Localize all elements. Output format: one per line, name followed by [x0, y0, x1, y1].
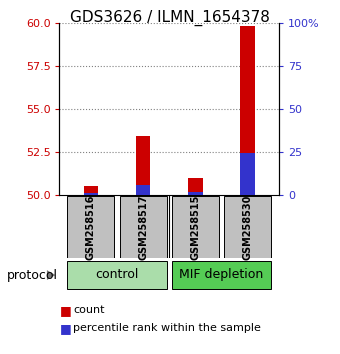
- Bar: [120, 196, 167, 258]
- Text: MIF depletion: MIF depletion: [179, 268, 264, 281]
- Bar: [240, 154, 255, 195]
- Text: GSM258516: GSM258516: [86, 195, 96, 260]
- Bar: [188, 192, 203, 195]
- Bar: [67, 196, 114, 258]
- Bar: [240, 27, 255, 195]
- Bar: [84, 193, 98, 195]
- Bar: [84, 186, 98, 195]
- Text: control: control: [95, 268, 139, 281]
- Bar: [136, 136, 150, 195]
- Bar: [67, 261, 167, 290]
- Text: ■: ■: [59, 304, 71, 317]
- Bar: [224, 196, 271, 258]
- Text: GSM258517: GSM258517: [138, 195, 148, 260]
- Text: GSM258515: GSM258515: [190, 195, 200, 260]
- Bar: [172, 196, 219, 258]
- Text: GSM258530: GSM258530: [242, 195, 253, 260]
- Bar: [136, 185, 150, 195]
- Text: count: count: [73, 306, 105, 315]
- Bar: [188, 178, 203, 195]
- Text: GDS3626 / ILMN_1654378: GDS3626 / ILMN_1654378: [70, 10, 270, 26]
- Text: protocol: protocol: [7, 269, 58, 281]
- Text: percentile rank within the sample: percentile rank within the sample: [73, 323, 261, 333]
- Bar: [172, 261, 271, 290]
- Text: ■: ■: [59, 322, 71, 335]
- Polygon shape: [47, 270, 55, 280]
